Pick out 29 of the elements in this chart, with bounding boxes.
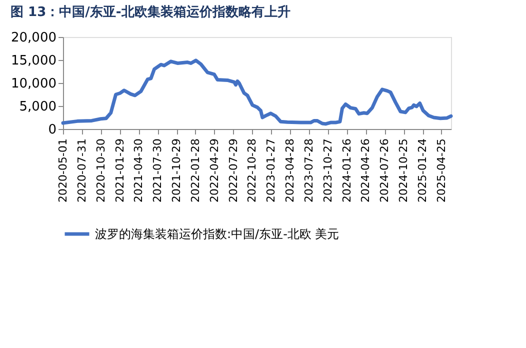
x-tick-label: 2023-01-27 <box>264 138 278 202</box>
x-tick-label: 2022-04-29 <box>208 138 221 202</box>
y-tick-label: 0 <box>48 122 56 138</box>
x-tick-label: 2020-07-31 <box>75 138 88 202</box>
x-tick-label: 2020-05-01 <box>56 138 70 202</box>
y-tick-label: 5,000 <box>19 100 56 114</box>
y-tick-label: 10,000 <box>11 76 56 92</box>
y-tick-label: 15,000 <box>11 54 56 68</box>
x-tick-label: 2023-10-27 <box>321 138 334 202</box>
legend-label: 波罗的海集装箱运价指数:中国/东亚-北欧 美元 <box>95 227 340 241</box>
x-tick-label: 2024-07-26 <box>378 138 392 202</box>
x-tick-label: 2020-10-30 <box>94 138 108 202</box>
x-tick-label: 2025-04-25 <box>434 138 448 202</box>
y-tick-label: 20,000 <box>11 30 56 46</box>
x-tick-label: 2025-01-24 <box>416 138 430 202</box>
chart-title: 图 13：中国/东亚-北欧集装箱运价指数略有上升 <box>10 4 290 20</box>
x-tick-label: 2024-04-26 <box>359 138 372 202</box>
x-tick-label: 2024-01-26 <box>340 138 354 202</box>
x-tick-label: 2024-10-25 <box>397 138 410 202</box>
x-tick-label: 2022-10-28 <box>246 138 259 202</box>
x-tick-label: 2023-07-28 <box>302 138 316 202</box>
x-tick-label: 2021-04-30 <box>132 138 146 202</box>
x-tick-label: 2023-04-28 <box>284 138 297 202</box>
line-series <box>61 58 453 126</box>
x-tick-label: 2022-07-29 <box>226 138 240 202</box>
x-tick-label: 2021-01-29 <box>113 138 126 202</box>
x-tick-label: 2022-01-28 <box>188 138 202 202</box>
x-tick-label: 2021-07-30 <box>151 138 164 202</box>
x-tick-label: 2021-10-29 <box>170 138 184 202</box>
